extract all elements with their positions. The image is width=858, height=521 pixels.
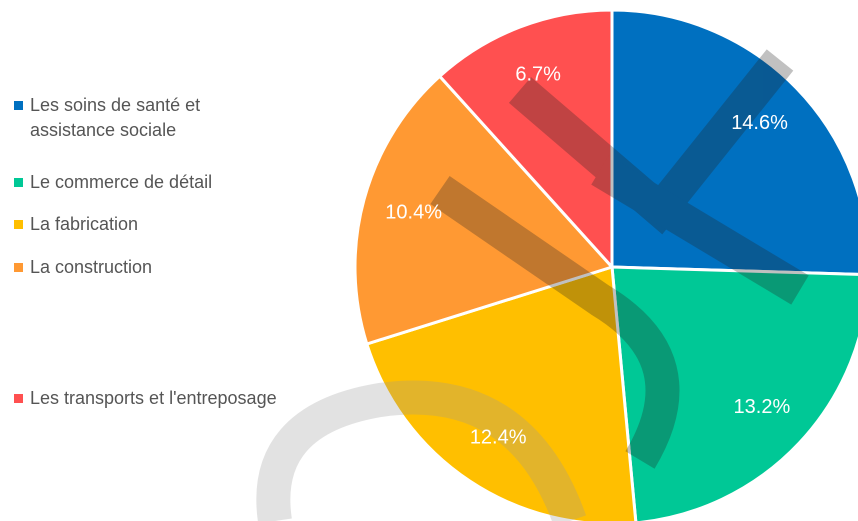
slice-label: 14.6% xyxy=(731,112,788,134)
watermark-stroke xyxy=(430,175,680,469)
pie-slice xyxy=(610,265,858,521)
watermark-stroke xyxy=(591,155,809,305)
legend-swatch xyxy=(14,263,23,272)
slice-label: 6.7% xyxy=(515,63,561,85)
legend-item: La construction xyxy=(14,255,280,280)
slice-label: 13.2% xyxy=(734,396,791,418)
watermark-stroke xyxy=(256,380,587,521)
legend-swatch xyxy=(14,101,23,110)
pie-slice xyxy=(610,8,858,276)
legend-item: Les transports et l'entreposage xyxy=(14,386,280,411)
legend-label: La construction xyxy=(30,257,153,277)
legend-item: Le commerce de détail xyxy=(14,170,280,195)
pie-slice xyxy=(437,8,614,271)
legend-item: Les soins de santé et assistance sociale xyxy=(14,93,280,143)
legend-label: La fabrication xyxy=(30,214,139,234)
legend-swatch xyxy=(14,394,23,403)
watermark-stroke xyxy=(508,49,794,235)
legend-label: Les soins de santé et assistance sociale xyxy=(30,95,201,140)
legend-item: La fabrication xyxy=(14,212,280,237)
legend-label: Les transports et l'entreposage xyxy=(30,388,277,408)
slice-label: 10.4% xyxy=(385,201,442,223)
legend-swatch xyxy=(14,178,23,187)
slice-label: 12.4% xyxy=(470,427,527,449)
legend-label: Le commerce de détail xyxy=(30,172,213,192)
pie-slice xyxy=(364,265,638,521)
legend-swatch xyxy=(14,220,23,229)
watermark xyxy=(256,49,809,521)
pie-slice xyxy=(353,74,615,346)
